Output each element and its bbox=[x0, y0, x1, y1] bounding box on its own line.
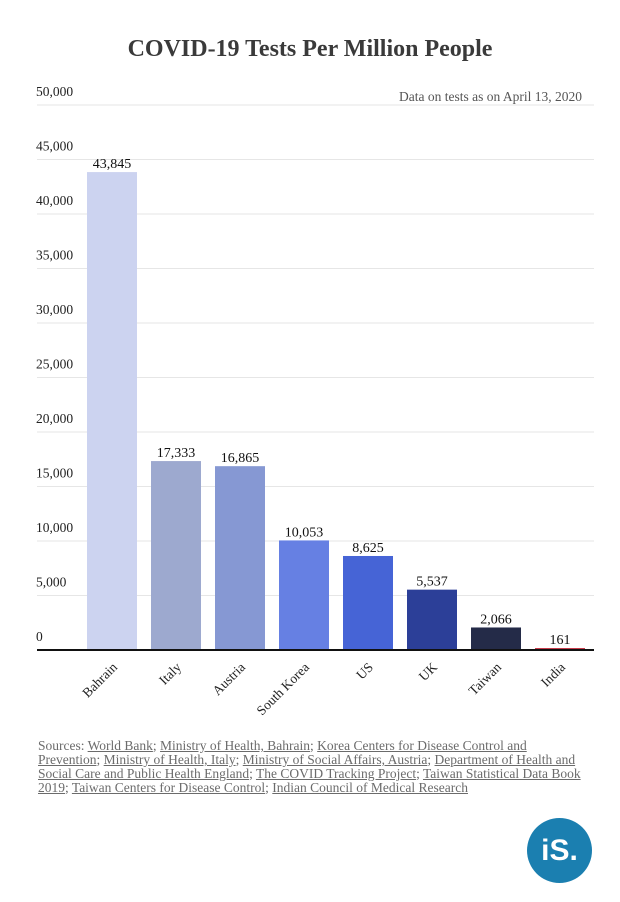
y-tick-label: 30,000 bbox=[36, 302, 73, 317]
source-link-austria[interactable]: Ministry of Social Affairs, Austria bbox=[242, 752, 428, 767]
bar-chart: 0 5,000 10,000 15,000 20,000 25,000 30,000 35,0… bbox=[36, 84, 594, 719]
source-link-korea-cdc[interactable]: Korea Centers for Disease Control and Pr… bbox=[38, 738, 527, 767]
bar bbox=[215, 466, 265, 650]
bar bbox=[471, 627, 521, 650]
source-link-taiwan-data-book[interactable]: Taiwan Statistical Data Book 2019 bbox=[38, 766, 581, 795]
bar-value-label: 10,053 bbox=[285, 525, 324, 540]
x-tick-label: US bbox=[353, 660, 376, 683]
y-tick-label: 15,000 bbox=[36, 466, 73, 481]
y-tick-label: 35,000 bbox=[36, 248, 73, 263]
bar-value-label: 161 bbox=[550, 633, 571, 648]
logo-mark: iS. bbox=[541, 834, 578, 867]
source-link-taiwan-cdc[interactable]: Taiwan Centers for Disease Control bbox=[71, 780, 266, 795]
bar-value-label: 2,066 bbox=[480, 612, 512, 627]
bar-value-label: 17,333 bbox=[157, 446, 196, 461]
data-note: Data on tests as on April 13, 2020 bbox=[399, 89, 582, 104]
bar bbox=[87, 172, 137, 651]
y-tick-label: 45,000 bbox=[36, 139, 73, 154]
bar-value-label: 43,845 bbox=[93, 157, 132, 172]
y-tick-label: 50,000 bbox=[36, 84, 73, 99]
source-link-icmr[interactable]: Indian Council of Medical Research bbox=[272, 780, 468, 795]
source-link-moh-italy[interactable]: Ministry of Health, Italy bbox=[103, 752, 236, 767]
x-tick-label: South Korea bbox=[254, 660, 313, 719]
y-tick-label: 25,000 bbox=[36, 357, 73, 372]
logo[interactable]: iS. bbox=[527, 818, 592, 883]
sources-prefix: Sources: bbox=[38, 738, 88, 753]
y-tick-label: 10,000 bbox=[36, 520, 73, 535]
source-link-covid-tracking[interactable]: The COVID Tracking Project bbox=[255, 766, 417, 781]
x-tick-label: UK bbox=[416, 659, 441, 684]
source-link-world-bank[interactable]: World Bank bbox=[87, 738, 153, 753]
sources-text: Sources: World Bank; Ministry of Health,… bbox=[38, 738, 581, 795]
x-tick-label: Bahrain bbox=[79, 659, 120, 700]
x-tick-label: Austria bbox=[209, 660, 248, 699]
x-tick-label: Taiwan bbox=[466, 659, 505, 698]
bar-value-label: 5,537 bbox=[416, 575, 448, 590]
bar bbox=[343, 555, 393, 650]
source-link-moh-bahrain[interactable]: Ministry of Health, Bahrain bbox=[160, 738, 311, 753]
bar bbox=[279, 540, 329, 650]
y-tick-label: 20,000 bbox=[36, 411, 73, 426]
bar-value-label: 16,865 bbox=[221, 451, 260, 466]
x-tick-label: India bbox=[538, 660, 568, 690]
bar-value-label: 8,625 bbox=[352, 541, 384, 556]
bar bbox=[407, 589, 457, 650]
y-tick-label: 0 bbox=[36, 629, 43, 644]
logo-text: iS. bbox=[541, 834, 578, 867]
chart-title: COVID-19 Tests Per Million People bbox=[127, 36, 493, 62]
y-tick-label: 40,000 bbox=[36, 193, 73, 208]
source-link-uk[interactable]: Department of Health and Social Care and… bbox=[38, 752, 576, 781]
y-tick-label: 5,000 bbox=[36, 575, 67, 590]
bar bbox=[151, 461, 201, 650]
x-tick-label: Italy bbox=[156, 659, 184, 687]
